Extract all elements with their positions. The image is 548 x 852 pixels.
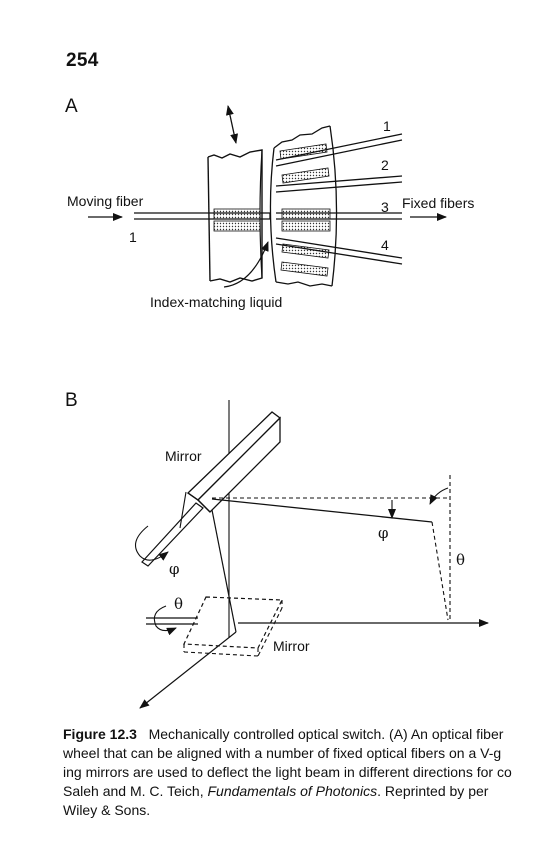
panel-b-diagram: Mirror Mirror φ φ θ θ xyxy=(134,400,489,709)
beam-up xyxy=(211,509,237,633)
caption-line-5: Wiley & Sons. xyxy=(63,802,151,818)
moving-fiber-label: Moving fiber xyxy=(67,193,144,209)
phi-rotation-arrow xyxy=(134,525,169,561)
fiber-number-1: 1 xyxy=(383,118,391,134)
incoming-beam xyxy=(139,631,237,709)
v-groove-block xyxy=(269,125,338,287)
top-mirror xyxy=(141,411,281,567)
bottom-mirror xyxy=(146,596,283,657)
caption-line-1: Figure 12.3 Mechanically controlled opti… xyxy=(63,725,548,744)
caption-line-4-pre: Saleh and M. C. Teich, xyxy=(63,783,208,799)
phi-label-left: φ xyxy=(169,560,180,578)
fiber-number-4: 4 xyxy=(381,237,389,253)
liquid-leader-arrow xyxy=(223,241,269,288)
theta-rotation-arrow xyxy=(153,605,177,636)
moving-fiber xyxy=(134,212,271,220)
caption-line-4-post: . Reprinted by per xyxy=(377,783,489,799)
bottom-mirror-label: Mirror xyxy=(273,638,310,654)
figure-caption: Figure 12.3 Mechanically controlled opti… xyxy=(63,725,548,820)
fiber-number-2: 2 xyxy=(381,157,389,173)
fixed-fibers-label: Fixed fibers xyxy=(402,195,474,211)
deflected-beam xyxy=(211,498,433,523)
top-mirror-label: Mirror xyxy=(165,448,202,464)
moving-fiber-number: 1 xyxy=(129,229,137,245)
figure-12-3-diagram: Moving fiber 1 Fixed fibers 1 2 3 4 Inde… xyxy=(67,105,489,709)
caption-text-1: Mechanically controlled optical switch. … xyxy=(148,726,504,742)
rotating-wheel xyxy=(207,149,263,283)
rotation-arrow xyxy=(225,105,239,144)
deflected-projection xyxy=(431,521,449,621)
figure-label: Figure 12.3 xyxy=(63,726,137,742)
caption-line-2: wheel that can be aligned with a number … xyxy=(63,745,502,761)
panel-a-label: A xyxy=(65,96,78,117)
fiber-number-3: 3 xyxy=(381,199,389,215)
theta-label-left: θ xyxy=(174,595,183,613)
fixed-fibers xyxy=(275,133,403,265)
theta-label-right: θ xyxy=(456,551,465,569)
theta-angle-arc xyxy=(429,487,449,505)
phi-label-right: φ xyxy=(378,524,389,542)
caption-book-title: Fundamentals of Photonics xyxy=(207,783,378,799)
page-number: 254 xyxy=(66,50,99,71)
panel-b-label: B xyxy=(65,390,78,411)
panel-a-diagram: Moving fiber 1 Fixed fibers 1 2 3 4 Inde… xyxy=(67,105,474,310)
caption-line-4: Saleh and M. C. Teich, Fundamentals of P… xyxy=(63,782,548,801)
caption-line-3: ing mirrors are used to deflect the ligh… xyxy=(63,764,512,780)
index-matching-liquid-label: Index-matching liquid xyxy=(150,294,282,310)
